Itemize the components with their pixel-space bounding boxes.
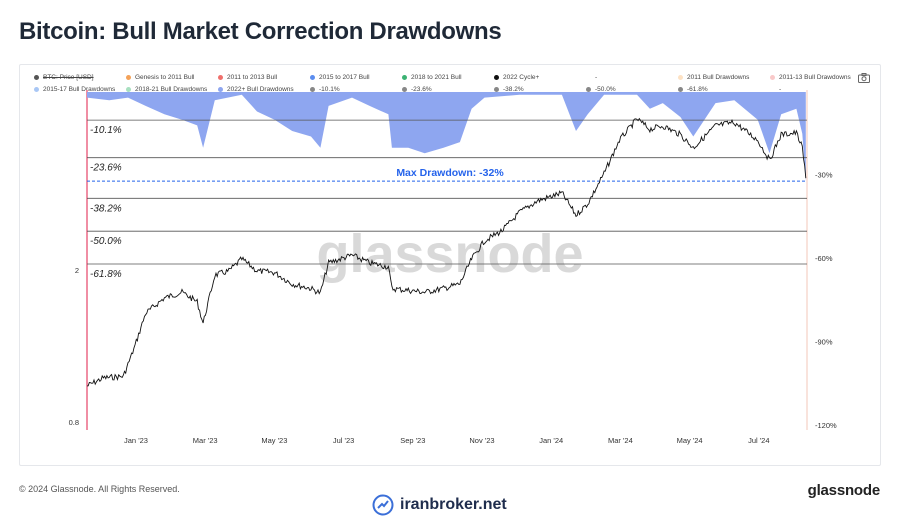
x-tick-label: May '23	[261, 436, 287, 445]
legend-label: -38.2%	[503, 85, 524, 93]
level-label: -23.6%	[90, 163, 122, 174]
brand-logo: glassnode	[807, 482, 881, 499]
right-tick-label: -120%	[815, 421, 837, 430]
right-tick-label: -30%	[815, 171, 833, 180]
legend-item[interactable]: 2015-17 Bull Drawdowns	[34, 86, 126, 93]
broker-logo-icon	[372, 494, 394, 516]
legend-label: 2015-17 Bull Drawdowns	[43, 85, 116, 93]
legend-swatch	[34, 86, 39, 92]
x-tick-label: Sep '23	[400, 436, 425, 445]
left-tick-label: 0.8	[69, 418, 79, 427]
level-label: -50.0%	[90, 236, 122, 247]
legend-label: -	[779, 85, 782, 93]
legend-swatch	[126, 74, 131, 80]
legend-item[interactable]: 2018-21 Bull Drawdowns	[126, 86, 218, 93]
legend-label: 2011-13 Bull Drawdowns	[779, 73, 851, 81]
legend-swatch	[678, 86, 683, 92]
right-tick-label: -90%	[815, 338, 833, 347]
legend-swatch	[310, 86, 315, 92]
watermark-logo: iranbroker.net	[372, 494, 507, 516]
legend-item[interactable]: BTC: Price [USD]	[34, 74, 126, 81]
legend-item[interactable]: -50.0%	[586, 86, 678, 93]
legend-label: 2015 to 2017 Bull	[319, 73, 370, 81]
legend-swatch	[310, 74, 315, 80]
legend-label: 2011 to 2013 Bull	[227, 73, 278, 81]
legend-item[interactable]: 2022 Cycle+	[494, 74, 586, 81]
legend-swatch	[34, 74, 39, 80]
legend-label: 2011 Bull Drawdowns	[687, 73, 750, 81]
legend-swatch	[126, 86, 131, 92]
x-tick-label: Jul '23	[333, 436, 354, 445]
legend-swatch	[770, 74, 775, 80]
x-tick-label: Jan '24	[539, 436, 563, 445]
camera-icon[interactable]	[858, 73, 870, 83]
legend-item[interactable]: -	[770, 86, 862, 93]
left-tick-label: 2	[75, 266, 79, 275]
legend-item[interactable]: 2022+ Bull Drawdowns	[218, 86, 310, 93]
legend-label: -23.6%	[411, 85, 432, 93]
level-label: -10.1%	[90, 125, 122, 136]
legend-swatch	[494, 86, 499, 92]
legend-swatch	[494, 74, 499, 80]
legend-item[interactable]: 2011 to 2013 Bull	[218, 74, 310, 81]
legend-label: -50.0%	[595, 85, 616, 93]
legend-item[interactable]: -23.6%	[402, 86, 494, 93]
legend-label: 2018 to 2021 Bull	[411, 73, 462, 81]
x-tick-label: Jul '24	[748, 436, 769, 445]
legend-label: 2022+ Bull Drawdowns	[227, 85, 294, 93]
x-tick-label: Nov '23	[469, 436, 494, 445]
x-tick-label: Mar '24	[608, 436, 633, 445]
legend: BTC: Price [USD] Genesis to 2011 Bull 2011…	[34, 71, 864, 95]
legend-swatch	[402, 74, 407, 80]
drawdown-area	[87, 92, 806, 182]
glassnode-watermark: glassnode	[316, 224, 583, 284]
legend-item[interactable]: -61.8%	[678, 86, 770, 93]
legend-label: -10.1%	[319, 85, 340, 93]
x-tick-label: Jan '23	[124, 436, 148, 445]
max-drawdown-label: Max Drawdown: -32%	[396, 167, 504, 179]
x-tick-label: Mar '23	[193, 436, 218, 445]
legend-item[interactable]: -10.1%	[310, 86, 402, 93]
legend-swatch	[678, 74, 683, 80]
x-tick-label: May '24	[677, 436, 703, 445]
legend-item[interactable]: 2018 to 2021 Bull	[402, 74, 494, 81]
legend-label: 2022 Cycle+	[503, 73, 540, 81]
right-tick-label: -60%	[815, 254, 833, 263]
legend-swatch	[218, 86, 223, 92]
legend-swatch	[770, 86, 775, 92]
legend-item[interactable]: 2015 to 2017 Bull	[310, 74, 402, 81]
page-title: Bitcoin: Bull Market Correction Drawdown…	[19, 18, 502, 45]
legend-item[interactable]: -	[586, 74, 678, 81]
copyright: © 2024 Glassnode. All Rights Reserved.	[19, 484, 180, 494]
legend-item[interactable]: -38.2%	[494, 86, 586, 93]
legend-label: -	[595, 73, 598, 81]
watermark-text: iranbroker.net	[400, 496, 507, 513]
legend-item[interactable]: 2011 Bull Drawdowns	[678, 74, 770, 81]
level-label: -61.8%	[90, 269, 122, 280]
price-line	[86, 117, 807, 387]
legend-label: BTC: Price [USD]	[43, 73, 94, 81]
legend-row: BTC: Price [USD] Genesis to 2011 Bull 2011…	[34, 71, 864, 83]
legend-label: 2018-21 Bull Drawdowns	[135, 85, 208, 93]
legend-swatch	[402, 86, 407, 92]
legend-swatch	[586, 86, 591, 92]
legend-item[interactable]: 2011-13 Bull Drawdowns	[770, 74, 862, 81]
legend-label: Genesis to 2011 Bull	[135, 73, 195, 81]
legend-label: -61.8%	[687, 85, 708, 93]
level-label: -38.2%	[90, 203, 122, 214]
legend-swatch	[586, 74, 591, 80]
legend-item[interactable]: Genesis to 2011 Bull	[126, 74, 218, 81]
legend-row: 2015-17 Bull Drawdowns 2018-21 Bull Drawd…	[34, 83, 864, 95]
legend-swatch	[218, 74, 223, 80]
